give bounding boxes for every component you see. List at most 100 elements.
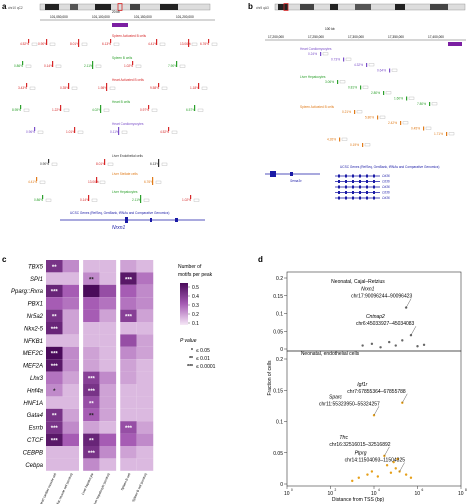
x-tick-exponent: 6 [422,488,424,492]
peak-box [379,115,386,119]
peak-box [107,162,114,166]
heatmap-cell [99,446,117,459]
heatmap-col-label: Liver hepatocyte [81,472,95,495]
heatmap-cell [136,359,154,372]
heatmap-cell [136,346,154,360]
peak-mark [28,39,30,43]
heatmap-cell [62,346,79,360]
point-leader-line [373,406,380,416]
peak-box [29,86,36,90]
track-group-label: Spleen Activated B cells [112,34,146,38]
scatter-point [416,345,419,348]
peak-percent: 2.11% [132,198,141,202]
point-leader-line [402,393,408,403]
point-gene-label: Ptprg [355,451,367,457]
legend-tick-label: 0.4 [192,294,199,300]
exon [366,174,368,178]
heatmap-cell [46,322,63,335]
exon [366,180,368,183]
peak-box [161,162,168,166]
panel-a-ideogram [39,3,211,11]
heatmap-cell [83,309,100,322]
heatmap-cell [83,384,100,397]
peak-mark [104,159,106,165]
peak-mark [118,127,120,135]
point-locus-label: chr6:45033927–45034083 [356,321,415,327]
panel-a-gene-track: UCSC Genes (RefSeq, GenBank, tRNAs and C… [60,211,205,231]
gene-name: Nrxn1 [112,225,126,231]
x-tick-exponent: 0 [291,488,293,492]
peak-mark [20,105,22,109]
heatmap-cell [99,458,117,471]
panel-b-ideogram [274,3,466,11]
heatmap-cell [120,433,137,446]
coord-label: 101,150,000 [134,15,152,19]
pvalue-threshold: ≤ 0.0001 [196,364,216,370]
peak-mark [74,127,76,133]
chart-title: Neonatal, Cajal–Retzius [331,279,385,285]
heatmap-cell [120,446,137,459]
heatmap-cell [120,458,137,471]
exon [373,185,375,189]
heatmap-cell [99,346,117,360]
peak-percent: 6.13% [102,42,111,46]
peak-percent: 8.01% [96,162,105,166]
heatmap-row-label: CTCF [27,438,43,444]
peak-percent: 0.90% [40,162,49,166]
scatter-point [385,464,389,467]
peak-box [159,42,166,46]
peak-box [179,64,186,68]
peak-mark [377,115,379,120]
exon [352,196,354,200]
panel-c-label: c [2,255,7,264]
heatmap-cell [120,272,137,285]
x-tick-label: 10 [458,491,464,497]
x-tick-exponent: 4 [378,488,380,492]
peak-box [191,42,198,46]
heatmap-cell [120,284,137,298]
peak-box [113,42,120,46]
point-leader-line [405,298,412,308]
scatter-point [366,473,369,476]
peak-mark [36,177,38,181]
heatmap-cell [136,260,154,273]
heatmap-cell [99,396,117,409]
peak-percent: 5.80% [365,116,374,120]
heatmap-cell [62,433,79,446]
y-tick-label: 0.15 [273,294,283,300]
exon [366,196,368,200]
legend-tick-label: 0.1 [192,321,199,327]
color-legend: Number of motifs per peak 0.5 0.4 0.3 0.2 0.… [178,264,216,370]
peak-box [135,64,142,68]
exon [345,196,347,200]
x-tick-label: 10 [284,491,290,497]
heatmap-row-label: Esrrb [29,426,44,432]
heatmap-cell [99,433,117,446]
heatmap-cell [136,384,154,397]
significance-stars: ** [52,414,57,420]
coord-label: 17,350,000 [388,35,404,39]
significance-stars: *** [51,290,59,296]
peak-percent: 13.06% [180,42,191,46]
pvalue-title: P value [180,338,197,344]
peak-mark [400,121,402,125]
point-gene-label: Sparc [329,394,343,400]
peak-percent: 0.64% [377,69,386,73]
peak-box [81,42,88,46]
peak-percent: 2.11% [84,64,93,68]
y-tick-label: 0.15 [273,388,283,394]
exon [352,191,354,194]
track-group-label: Liver Hepatocytes [112,190,138,194]
peak-mark [366,63,368,67]
track-group-label: Liver Hepatocytes [300,75,326,79]
heatmap-cell [62,371,79,384]
scatter-point [409,476,413,479]
heatmap-cell [136,396,154,409]
peak-percent: 0.90% [38,42,47,46]
peak-box [25,64,32,68]
peak-box [364,143,371,147]
heatmap-cell [83,408,100,422]
coord-label: 101,050,000 [50,15,68,19]
heatmap-cell [120,408,137,422]
panel-c: c TBX5SPI1Pparg::RxraPBX1Nr5a2Nkx2-5NFKB… [2,255,216,504]
